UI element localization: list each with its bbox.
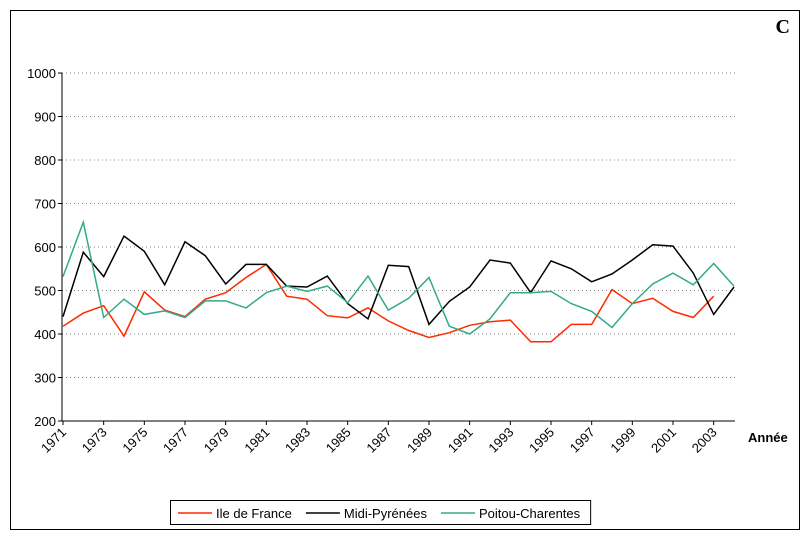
x-tick-label: 1987 — [363, 425, 394, 456]
y-tick-label: 500 — [34, 284, 56, 299]
legend-label: Poitou-Charentes — [479, 506, 581, 521]
x-axis-label: Année — [748, 430, 788, 445]
x-tick-label: 1985 — [323, 425, 354, 456]
x-tick-label: 1981 — [241, 425, 272, 456]
y-tick-label: 200 — [34, 414, 56, 429]
legend-label: Midi-Pyrénées — [344, 506, 428, 521]
x-tick-label: 1997 — [567, 425, 598, 456]
y-tick-label: 300 — [34, 371, 56, 386]
y-tick-label: 400 — [34, 327, 56, 342]
x-tick-label: 1975 — [119, 425, 150, 456]
legend: Ile de France Midi-Pyrénées Poitou-Charent… — [170, 500, 592, 525]
x-tick-label: 1971 — [38, 425, 69, 456]
panel-label: C — [776, 16, 790, 38]
y-tick-label: 1000 — [27, 66, 56, 81]
x-tick-label: 1989 — [404, 425, 435, 456]
x-tick-label: 1977 — [160, 425, 191, 456]
y-tick-label: 700 — [34, 197, 56, 212]
series-line — [62, 263, 715, 343]
x-tick-label: 1995 — [526, 425, 557, 456]
legend-label: Ile de France — [216, 506, 292, 521]
x-tick-label: 1983 — [282, 425, 313, 456]
x-tick-label: 1973 — [79, 425, 110, 456]
y-tick-label: 600 — [34, 240, 56, 255]
x-tick-label: 1991 — [445, 425, 476, 456]
series-line — [62, 219, 735, 335]
series-line — [62, 234, 735, 326]
x-tick-label: 2001 — [648, 425, 679, 456]
x-tick-label: 1999 — [607, 425, 638, 456]
y-tick-label: 900 — [34, 110, 56, 125]
x-tick-label: 1993 — [485, 425, 516, 456]
y-tick-label: 800 — [34, 153, 56, 168]
x-tick-label: 2003 — [689, 425, 720, 456]
legend-box — [170, 500, 592, 525]
x-tick-label: 1979 — [201, 425, 232, 456]
